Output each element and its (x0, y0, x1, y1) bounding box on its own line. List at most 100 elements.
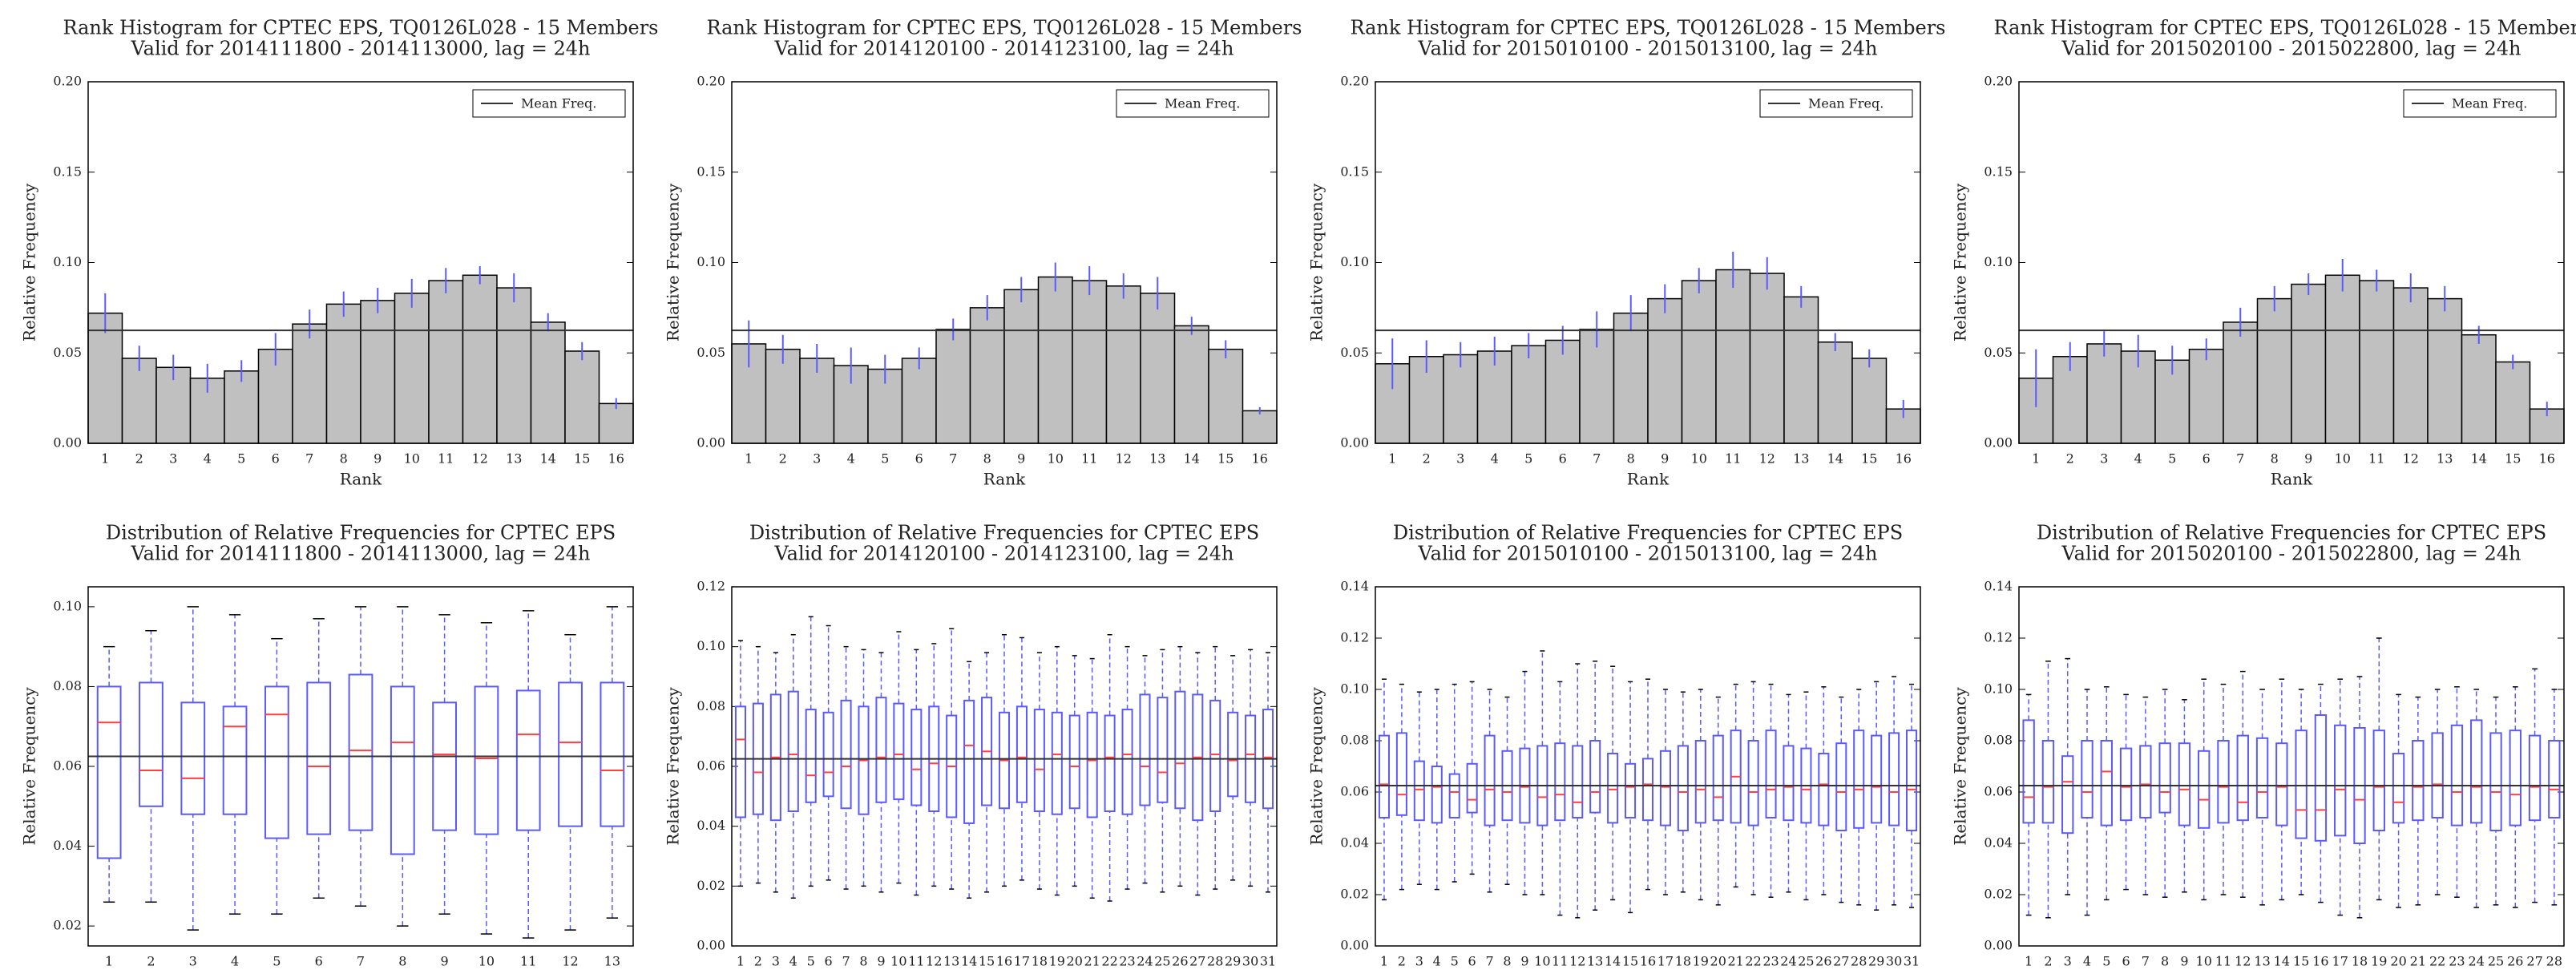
x-tick-label: 7 (305, 451, 313, 467)
x-tick-label: 12 (2403, 451, 2419, 467)
bar (1242, 410, 1278, 444)
box (2158, 742, 2171, 814)
x-tick-label: 13 (943, 954, 959, 969)
x-tick-label: 21 (1727, 954, 1743, 969)
box (474, 685, 499, 835)
x-tick-label: 19 (1693, 954, 1709, 969)
x-tick-label: 14 (1605, 954, 1621, 969)
box (1227, 711, 1239, 798)
x-tick-label: 3 (772, 954, 780, 969)
chart-subtitle: Valid for 2014111800 - 2014113000, lag =… (131, 38, 591, 60)
box (1712, 734, 1724, 822)
x-tick-label: 21 (1084, 954, 1100, 969)
x-tick-label: 26 (2507, 954, 2523, 969)
box (822, 711, 834, 798)
x-tick-label: 7 (842, 954, 850, 969)
x-tick-label: 11 (438, 451, 454, 467)
box (1378, 734, 1390, 818)
x-tick-label: 1 (1380, 954, 1388, 969)
box (2255, 737, 2269, 818)
x-tick-label: 4 (847, 451, 855, 467)
box (1139, 693, 1151, 806)
bar (292, 323, 328, 444)
x-tick-label: 6 (272, 451, 280, 467)
chart-title: Distribution of Relative Frequencies for… (106, 522, 616, 544)
x-tick-label: 3 (2100, 451, 2108, 467)
x-tick-label: 10 (404, 451, 420, 467)
x-tick-label: 2 (2066, 451, 2074, 467)
x-tick-label: 16 (1896, 451, 1912, 467)
x-tick-label: 6 (1468, 954, 1476, 969)
bar (1140, 293, 1176, 444)
x-tick-label: 17 (2332, 954, 2348, 969)
x-tick-label: 2 (135, 451, 143, 467)
box (600, 681, 625, 827)
box (1853, 729, 1865, 829)
x-tick-label: 8 (398, 954, 406, 969)
x-tick-label: 8 (2161, 954, 2169, 969)
x-tick-label: 5 (2102, 954, 2110, 969)
box (1677, 745, 1689, 832)
bar (2188, 348, 2224, 444)
x-tick-label: 6 (915, 451, 923, 467)
x-tick-label: 8 (859, 954, 867, 969)
x-tick-label: 2 (2044, 954, 2052, 969)
y-tick-label: 0.00 (1340, 435, 1369, 451)
box (1448, 773, 1460, 818)
box (840, 699, 852, 810)
x-tick-label: 8 (1503, 954, 1511, 969)
x-tick-label: 10 (2335, 451, 2351, 467)
x-tick-label: 9 (2304, 451, 2312, 467)
x-tick-label: 12 (1569, 954, 1585, 969)
x-tick-label: 18 (1675, 954, 1691, 969)
x-tick-label: 20 (1067, 954, 1083, 969)
bar (394, 293, 430, 444)
x-tick-label: 9 (1661, 451, 1669, 467)
box (139, 681, 164, 807)
y-tick-label: 0.05 (1984, 345, 2013, 360)
x-tick-label: 24 (1780, 954, 1796, 969)
x-tick-label: 6 (2203, 451, 2211, 467)
y-tick-label: 0.06 (1340, 784, 1369, 799)
chart-subtitle: Valid for 2015020100 - 2015022800, lag =… (2061, 543, 2521, 565)
y-tick-label: 0.04 (696, 818, 725, 833)
box (2022, 719, 2035, 824)
y-axis-label: Relative Frequency (1307, 183, 1326, 342)
x-tick-label: 11 (2215, 954, 2231, 969)
chart-subtitle: Valid for 2014120100 - 2014123100, lag =… (774, 543, 1234, 565)
bar (2223, 321, 2259, 444)
x-tick-label: 10 (1048, 451, 1064, 467)
x-tick-label: 18 (1032, 954, 1048, 969)
box (96, 685, 122, 859)
box (1765, 729, 1777, 819)
y-tick-label: 0.00 (696, 435, 725, 451)
bar (1443, 354, 1479, 444)
chart-title: Rank Histogram for CPTEC EPS, TQ0126L028… (1350, 17, 1945, 39)
x-tick-label: 28 (1851, 954, 1867, 969)
y-axis-label: Relative Frequency (1951, 183, 1970, 342)
box (1086, 711, 1098, 818)
y-tick-label: 0.10 (53, 598, 82, 613)
bar (1544, 339, 1581, 444)
x-tick-label: 8 (1627, 451, 1635, 467)
x-tick-label: 20 (1710, 954, 1726, 969)
x-tick-label: 23 (1762, 954, 1779, 969)
box (2431, 732, 2444, 819)
x-axis-label: Forecast Days (1590, 972, 1706, 974)
x-tick-label: 8 (340, 451, 348, 467)
box (2198, 750, 2211, 829)
bar (1476, 350, 1512, 444)
x-tick-label: 19 (1049, 954, 1065, 969)
y-tick-label: 0.14 (1984, 579, 2013, 594)
box (1625, 762, 1637, 818)
x-tick-label: 11 (1081, 451, 1097, 467)
x-tick-label: 5 (807, 954, 815, 969)
box (1607, 753, 1619, 824)
bar (1783, 296, 1819, 444)
x-tick-label: 27 (1189, 954, 1205, 969)
x-tick-label: 10 (890, 954, 906, 969)
y-tick-label: 0.06 (696, 758, 725, 774)
x-tick-label: 9 (2180, 954, 2188, 969)
x-tick-label: 27 (2526, 954, 2542, 969)
bar (2427, 297, 2463, 444)
